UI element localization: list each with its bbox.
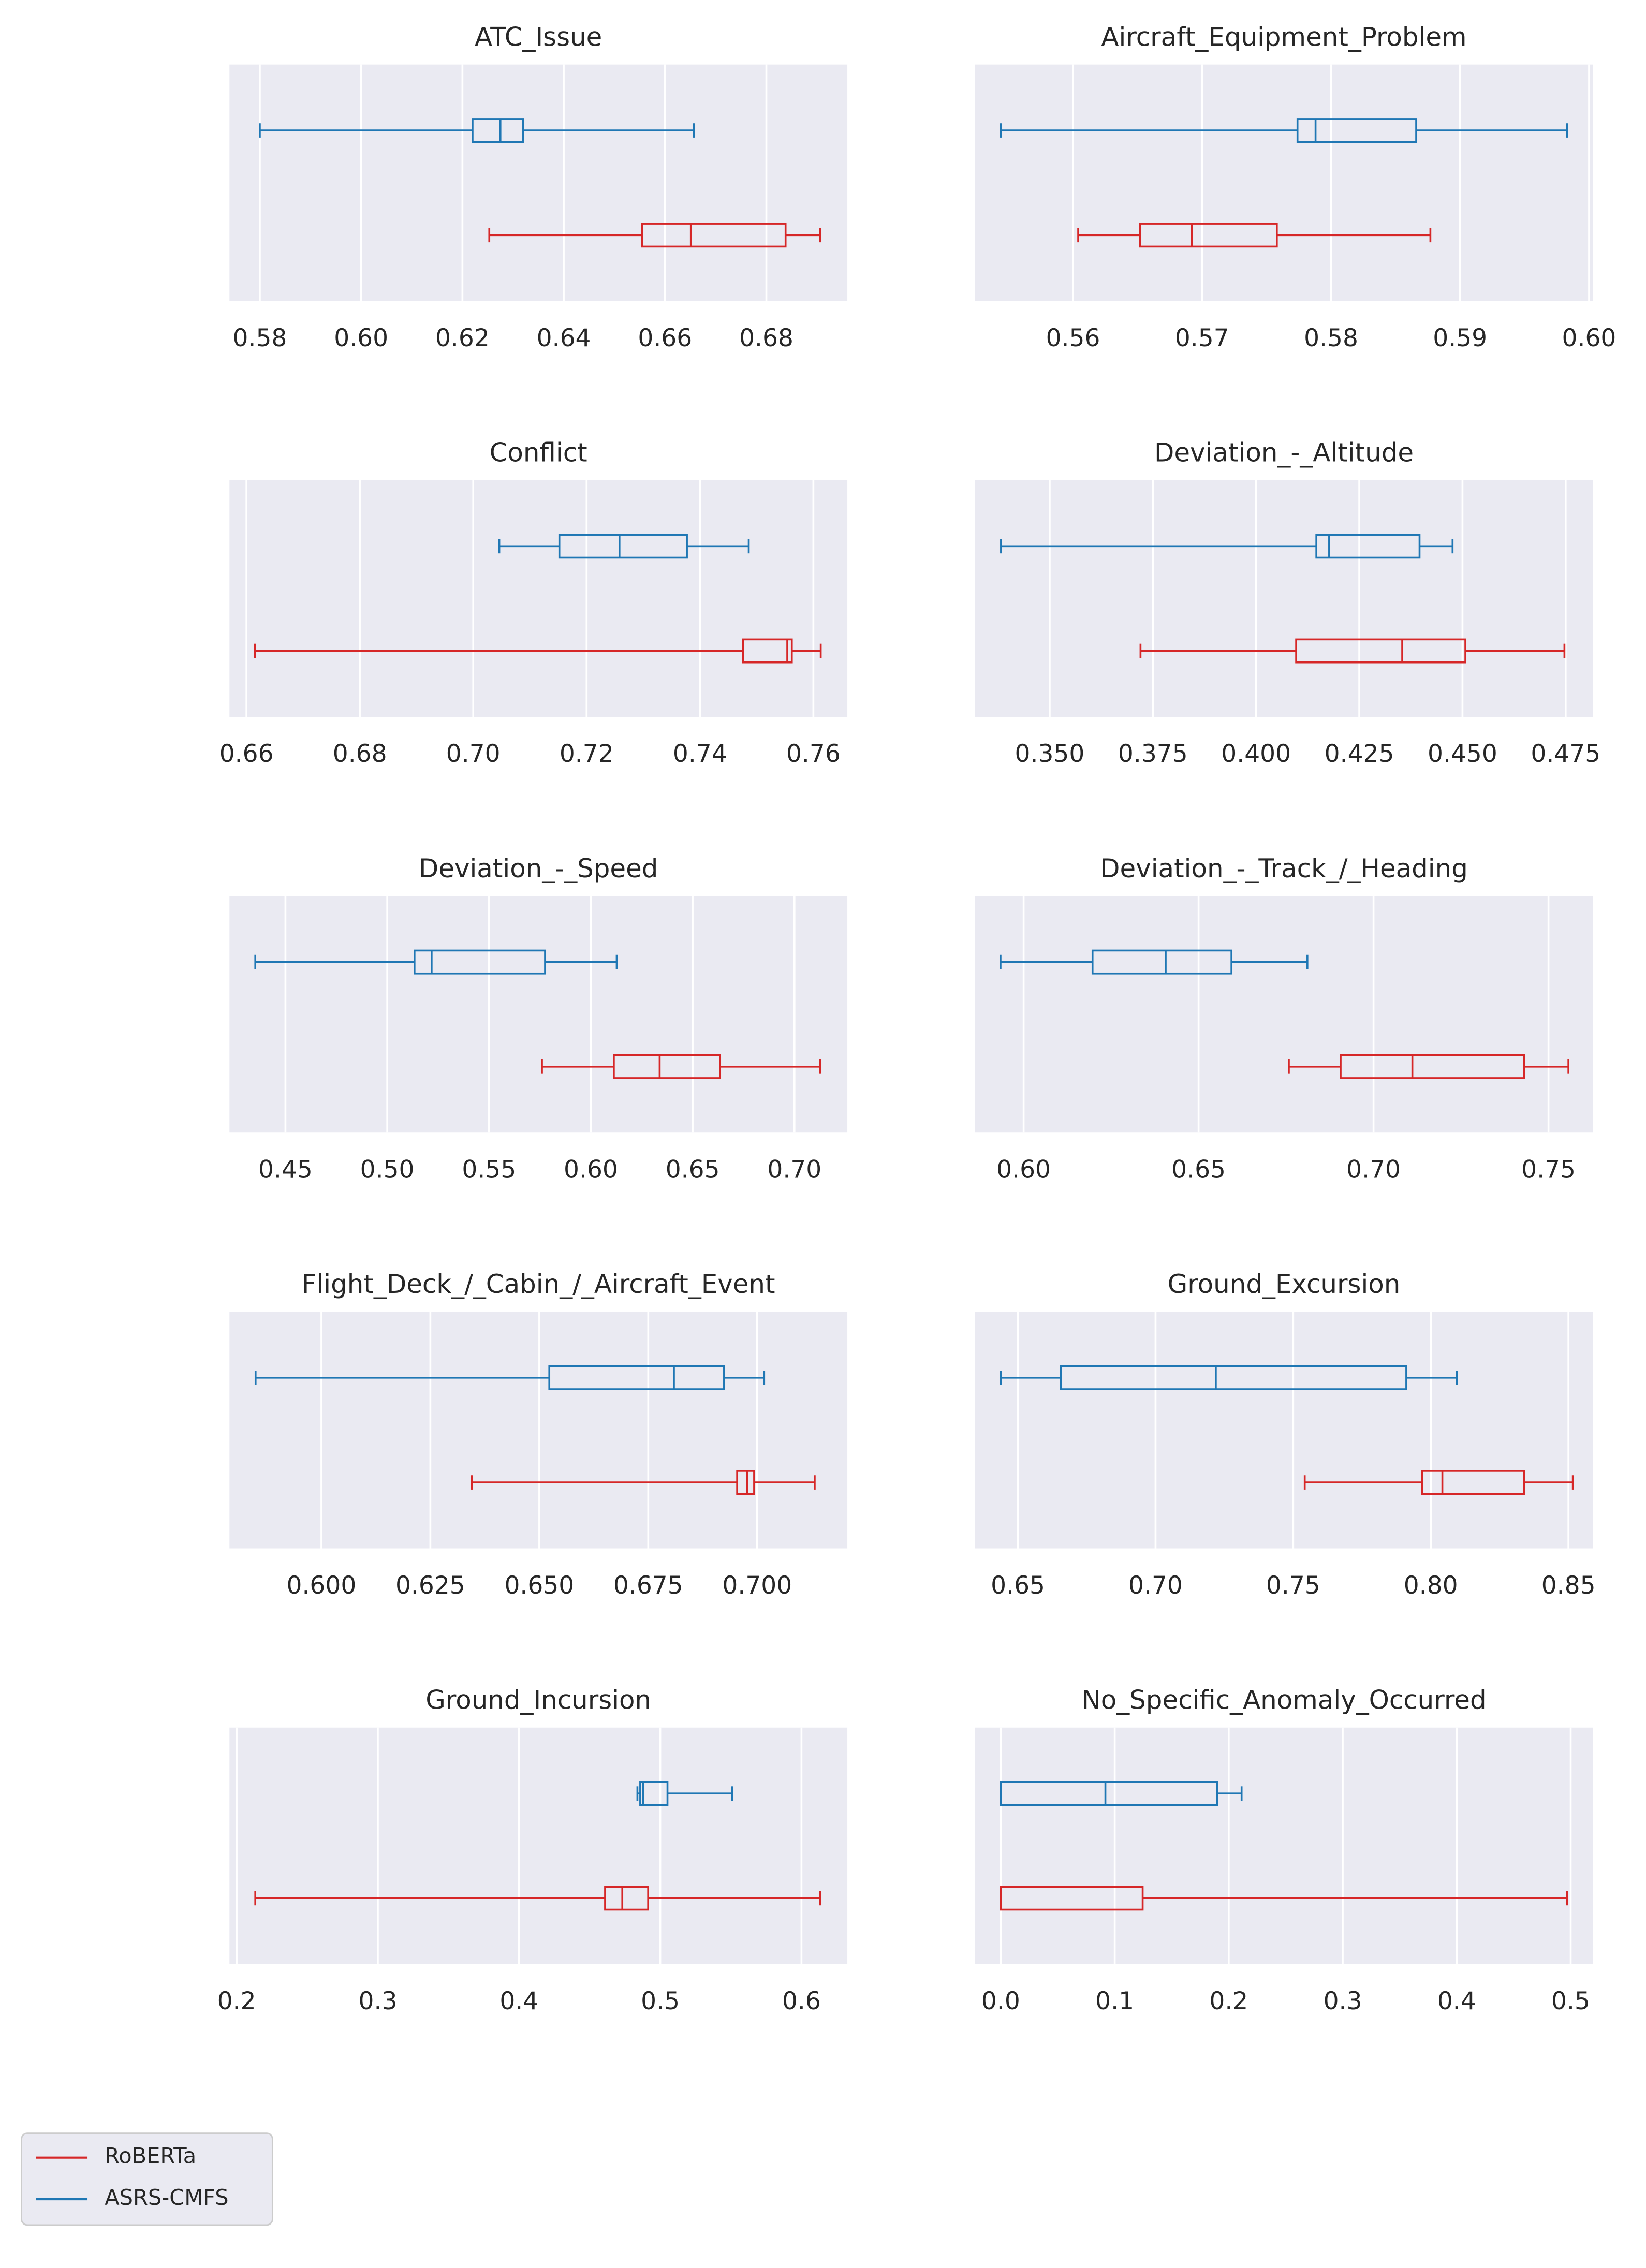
box — [641, 223, 787, 248]
plot-area — [229, 1727, 848, 1964]
x-tick-label: 0.60 — [1562, 324, 1616, 352]
x-tick-label: 0.70 — [767, 1156, 821, 1184]
box — [1139, 223, 1278, 248]
x-tick-label: 0.57 — [1175, 324, 1229, 352]
plot-area — [975, 896, 1593, 1133]
x-tick-label: 0.85 — [1541, 1571, 1596, 1600]
box — [1315, 534, 1421, 559]
x-tick-label: 0.60 — [564, 1156, 618, 1184]
subplot-title: Deviation_-_Speed — [419, 853, 658, 883]
plot-area — [229, 896, 848, 1133]
x-tick-label: 0.625 — [395, 1571, 465, 1600]
x-tick-label: 0.45 — [258, 1156, 313, 1184]
x-tick-label: 0.600 — [287, 1571, 357, 1600]
x-tick-label: 0.3 — [359, 1987, 398, 2015]
plot-area — [975, 1312, 1593, 1549]
x-tick-label: 0.75 — [1521, 1156, 1576, 1184]
box — [742, 638, 793, 664]
x-tick-label: 0.70 — [1128, 1571, 1183, 1600]
box — [1296, 118, 1417, 143]
x-tick-label: 0.74 — [673, 740, 727, 768]
x-tick-label: 0.2 — [1209, 1987, 1248, 2015]
box — [1421, 1470, 1525, 1495]
box — [1340, 1054, 1525, 1079]
subplot-title: ATC_Issue — [475, 22, 602, 52]
x-tick-label: 0.4 — [1437, 1987, 1476, 2015]
x-tick-label: 0.375 — [1118, 740, 1188, 768]
x-tick-label: 0.70 — [446, 740, 501, 768]
box — [613, 1054, 721, 1079]
x-tick-label: 0.700 — [722, 1571, 792, 1600]
x-tick-label: 0.425 — [1325, 740, 1394, 768]
box — [472, 118, 524, 143]
box — [736, 1470, 755, 1495]
x-tick-label: 0.5 — [1551, 1987, 1590, 2015]
x-tick-label: 0.400 — [1221, 740, 1291, 768]
x-tick-label: 0.68 — [333, 740, 387, 768]
x-tick-label: 0.4 — [499, 1987, 538, 2015]
box — [604, 1886, 649, 1911]
subplot-title: Deviation_-_Track_/_Heading — [1100, 853, 1468, 883]
plot-area — [975, 1727, 1593, 1964]
plot-area — [229, 64, 848, 301]
subplot-title: Conflict — [490, 438, 587, 468]
x-tick-label: 0.66 — [638, 324, 692, 352]
plot-area — [229, 480, 848, 717]
box — [1091, 949, 1232, 975]
subplot-title: Deviation_-_Altitude — [1154, 438, 1414, 468]
x-tick-label: 0.58 — [1304, 324, 1358, 352]
x-tick-label: 0.65 — [666, 1156, 720, 1184]
x-tick-label: 0.76 — [786, 740, 841, 768]
box — [548, 1365, 725, 1390]
box — [414, 949, 546, 975]
x-tick-label: 0.65 — [1171, 1156, 1226, 1184]
x-tick-label: 0.0 — [981, 1987, 1020, 2015]
x-tick-label: 0.650 — [504, 1571, 574, 1600]
x-tick-label: 0.475 — [1531, 740, 1600, 768]
x-tick-label: 0.350 — [1015, 740, 1085, 768]
x-tick-label: 0.2 — [217, 1987, 256, 2015]
x-tick-label: 0.65 — [991, 1571, 1045, 1600]
x-tick-label: 0.6 — [782, 1987, 821, 2015]
box — [1000, 1781, 1218, 1806]
x-tick-label: 0.3 — [1324, 1987, 1362, 2015]
legend-label: ASRS-CMFS — [105, 2185, 228, 2210]
x-tick-label: 0.59 — [1433, 324, 1487, 352]
x-tick-label: 0.58 — [233, 324, 287, 352]
x-tick-label: 0.72 — [560, 740, 614, 768]
x-tick-label: 0.75 — [1266, 1571, 1320, 1600]
x-tick-label: 0.66 — [219, 740, 274, 768]
x-tick-label: 0.60 — [334, 324, 388, 352]
x-tick-label: 0.450 — [1428, 740, 1497, 768]
x-tick-label: 0.50 — [360, 1156, 415, 1184]
x-tick-label: 0.80 — [1404, 1571, 1458, 1600]
x-tick-label: 0.62 — [435, 324, 490, 352]
x-tick-label: 0.675 — [613, 1571, 683, 1600]
legend-box — [21, 2132, 273, 2226]
plot-area — [975, 64, 1593, 301]
x-tick-label: 0.64 — [537, 324, 591, 352]
subplot-title: Aircraft_Equipment_Problem — [1101, 22, 1466, 52]
box — [558, 534, 688, 559]
box — [1060, 1365, 1407, 1390]
x-tick-label: 0.55 — [462, 1156, 516, 1184]
x-tick-label: 0.1 — [1095, 1987, 1134, 2015]
subplot-title: Flight_Deck_/_Cabin_/_Aircraft_Event — [302, 1269, 775, 1299]
x-tick-label: 0.60 — [996, 1156, 1051, 1184]
subplot-title: Ground_Excursion — [1168, 1269, 1401, 1299]
x-tick-label: 0.68 — [739, 324, 793, 352]
subplot-title: Ground_Incursion — [425, 1685, 651, 1715]
x-tick-label: 0.5 — [641, 1987, 680, 2015]
x-tick-label: 0.56 — [1046, 324, 1100, 352]
box — [1295, 638, 1466, 664]
box — [639, 1781, 669, 1806]
plot-area — [975, 480, 1593, 717]
legend-label: RoBERTa — [105, 2143, 196, 2169]
x-tick-label: 0.70 — [1346, 1156, 1401, 1184]
subplot-title: No_Specific_Anomaly_Occurred — [1081, 1685, 1486, 1715]
